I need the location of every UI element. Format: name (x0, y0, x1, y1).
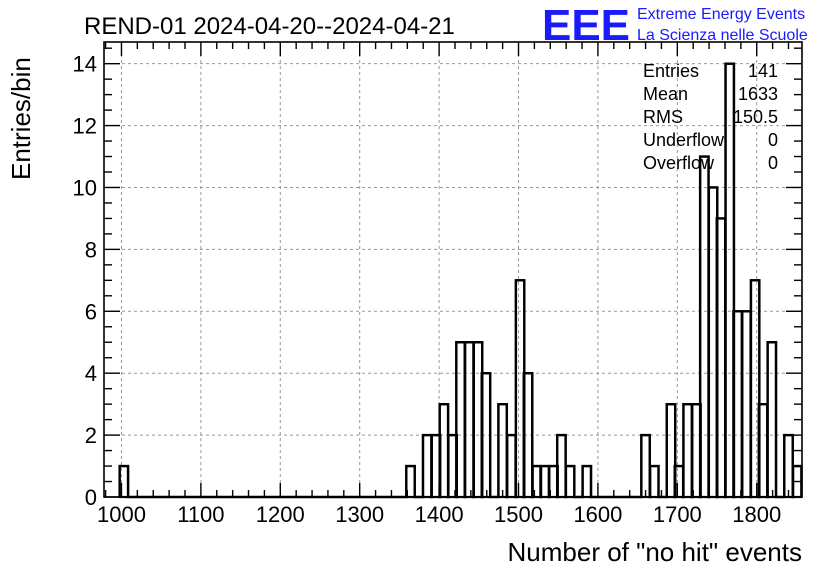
stat-label: RMS (643, 107, 683, 127)
y-tick-label: 8 (85, 237, 97, 262)
chart-title: REND-01 2024-04-20--2024-04-21 (84, 13, 455, 40)
plot-frame (103, 41, 803, 498)
histogram-bin (682, 403, 693, 499)
eee-logo-line1: Extreme Energy Events (637, 6, 805, 23)
stat-label: Overflow (643, 153, 715, 173)
x-tick-label: 1000 (97, 502, 146, 527)
x-tick-label: 1400 (415, 502, 464, 527)
histogram-bin (741, 310, 752, 499)
histogram-bin (421, 433, 433, 499)
stat-value: 1633 (738, 84, 778, 104)
y-tick-label: 12 (73, 114, 97, 139)
histogram-bars (118, 62, 803, 499)
histogram-bin (640, 433, 651, 499)
stat-label: Entries (643, 61, 699, 81)
stats-box: Entries 141 Mean 1633 RMS 150.5 Underflow 0 Over… (643, 61, 778, 173)
x-axis-title: Number of "no hit" events (508, 537, 803, 567)
x-tick-label: 1100 (177, 502, 224, 527)
y-tick-label: 2 (85, 423, 97, 448)
eee-logo-line2: La Scienza nelle Scuole (637, 27, 808, 44)
grid-lines (104, 42, 802, 497)
histogram-bin (648, 464, 660, 499)
y-tick-label: 10 (73, 175, 97, 200)
x-tick-label: 1600 (573, 502, 622, 527)
tick-labels: 1000 1100 1200 1300 1400 1500 1600 1700 18000246… (73, 52, 782, 527)
histogram-bin (766, 341, 778, 499)
y-tick-label: 0 (85, 485, 97, 510)
histogram-bin (463, 341, 475, 499)
stat-label: Underflow (643, 130, 725, 150)
x-tick-label: 1500 (494, 502, 543, 527)
x-tick-label: 1800 (732, 502, 781, 527)
axis-ticks (104, 42, 802, 498)
histogram-bin (497, 403, 508, 499)
histogram-outline (118, 62, 803, 499)
y-tick-label: 6 (85, 299, 97, 324)
x-tick-label: 1200 (256, 502, 305, 527)
y-axis-title: Entries/bin (6, 57, 36, 180)
y-tick-label: 14 (73, 52, 97, 77)
stat-value: 0 (768, 130, 778, 150)
stat-label: Mean (643, 84, 688, 104)
stat-value: 141 (748, 61, 778, 81)
y-tick-label: 4 (85, 361, 97, 386)
x-tick-label: 1700 (653, 502, 702, 527)
stat-value: 0 (768, 153, 778, 173)
histogram-bin (506, 433, 517, 499)
histogram-bin (581, 464, 593, 499)
stat-value: 150.5 (733, 107, 778, 127)
histogram-bin (783, 433, 794, 499)
histogram-bin (564, 464, 576, 499)
x-tick-label: 1300 (335, 502, 384, 527)
